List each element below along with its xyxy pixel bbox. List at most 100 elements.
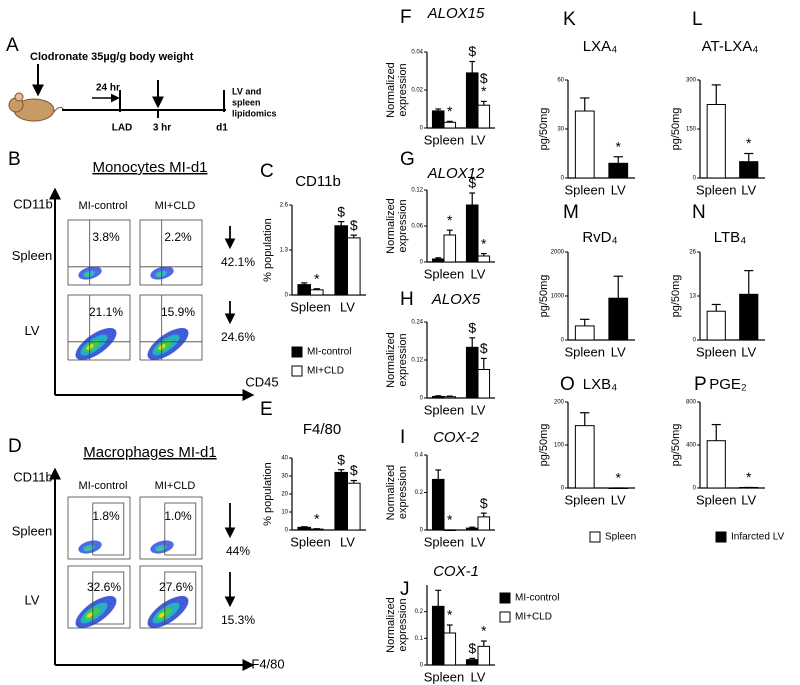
bar	[574, 325, 595, 341]
bar	[443, 234, 457, 263]
error-bar	[435, 257, 442, 259]
bar	[574, 110, 595, 179]
significance-mark: *	[481, 235, 487, 251]
y-tick-label: 0.24	[411, 320, 423, 326]
error-bar	[480, 253, 487, 256]
x-tick-label: LV	[471, 266, 486, 281]
column-header: MI-control	[79, 200, 128, 212]
change-percentage: 24.6%	[221, 330, 255, 344]
bar	[739, 161, 759, 179]
bar	[443, 396, 457, 399]
y-axis-label: pg/50mg	[670, 424, 682, 467]
row-label: LV	[25, 323, 40, 338]
y-axis-label: pg/50mg	[670, 275, 682, 318]
significance-mark: $	[468, 175, 476, 191]
y-tick-label: 0.12	[411, 358, 423, 364]
error-bar	[480, 512, 487, 517]
error-bar	[338, 469, 345, 473]
y-tick-label: 0.4	[415, 453, 424, 459]
y-axis-label: pg/50mg	[670, 108, 682, 151]
chart-title: AT-LXA₄	[702, 38, 759, 55]
x-tick-label: Spleen	[290, 299, 330, 314]
y-axis-label: Normalized	[385, 332, 397, 388]
bar	[431, 605, 445, 666]
significance-mark: $	[468, 320, 476, 336]
x-tick-label: Spleen	[424, 669, 464, 684]
y-tick-label: 0	[561, 486, 565, 492]
gate	[164, 502, 197, 556]
x-tick-label: Spleen	[424, 402, 464, 417]
x-tick-label: LV	[741, 344, 756, 359]
flow-plot: 32.6%	[67, 565, 131, 629]
bar	[310, 289, 324, 296]
gate-percentage: 21.1%	[89, 305, 123, 319]
significance-mark: $	[337, 203, 345, 219]
chart-title: ALOX12	[427, 165, 485, 182]
legend-swatch	[499, 611, 511, 623]
bar-chart: K LXA₄ pg/50mg 0 30 60 Spleen LV *	[538, 9, 635, 197]
bar	[465, 527, 479, 531]
bar	[334, 225, 349, 296]
error-bar	[446, 229, 453, 235]
y-axis-label: expression	[397, 333, 409, 386]
error-bar	[711, 423, 721, 441]
column-header: MI+CLD	[155, 200, 196, 212]
bar-chart: F ALOX15 Normalized expression 0 0.02 0.04 Sple…	[385, 5, 495, 147]
panel-letter: J	[400, 579, 410, 600]
panel-letter: G	[400, 149, 415, 170]
error-bar	[711, 303, 721, 312]
panel-letter: H	[400, 289, 414, 310]
error-bar	[580, 318, 590, 326]
bar-chart: P PGE₂ pg/50mg 0 400 800 Spleen LV * Spleen Infarc…	[589, 374, 785, 543]
y-tick-label: 0.2	[415, 609, 424, 615]
error-bar	[435, 589, 442, 607]
y-tick-label: 0.1	[415, 636, 424, 642]
y-tick-label: 0	[561, 338, 565, 344]
gate-percentage: 1.0%	[164, 509, 192, 523]
legend-label: MI+CLD	[307, 366, 344, 377]
x-tick-label: LV	[471, 132, 486, 147]
panel-letter: A	[6, 35, 19, 56]
significance-mark: *	[447, 212, 453, 228]
error-bar	[435, 395, 442, 397]
panel-title: Macrophages MI-d1	[83, 444, 216, 461]
significance-mark: *	[616, 138, 622, 154]
y-tick-label: 60	[557, 78, 564, 84]
y-tick-label: 400	[686, 443, 697, 449]
x-tick-label: LV	[741, 492, 756, 507]
outcome-label: spleen	[232, 97, 261, 107]
x-tick-label: Spleen	[424, 132, 464, 147]
bar	[477, 104, 491, 129]
bar	[297, 284, 312, 296]
significance-mark: *	[481, 623, 487, 639]
bar	[443, 632, 457, 666]
bar	[465, 72, 479, 129]
chart-title: ALOX5	[431, 291, 481, 308]
error-bar	[613, 275, 623, 299]
y-tick-label: 300	[686, 78, 697, 84]
legend-label: Spleen	[605, 532, 636, 543]
y-axis-label: % population	[262, 462, 274, 526]
row-label: LV	[25, 592, 40, 607]
significance-mark: $	[350, 217, 358, 233]
bar-chart: L AT-LXA₄ pg/50mg 0 150 300 Spleen LV *	[670, 9, 765, 197]
cell-density	[85, 547, 91, 551]
significance-mark: $	[480, 70, 488, 86]
bar	[477, 255, 491, 263]
x-tick-label: LV	[471, 534, 486, 549]
row-label: Spleen	[12, 248, 52, 263]
y-tick-label: 0	[561, 176, 565, 182]
y-axis-label: Normalized	[385, 597, 397, 653]
significance-mark: *	[447, 607, 453, 623]
error-bar	[744, 270, 754, 295]
bar	[465, 659, 479, 666]
change-percentage: 15.3%	[221, 613, 255, 627]
bar	[706, 104, 726, 179]
bar	[477, 645, 491, 666]
significance-mark: $	[480, 340, 488, 356]
cell-density	[86, 612, 94, 618]
y-axis-label: Normalized	[385, 198, 397, 254]
bar-chart: O LXB₄ pg/50mg 0 100 200 Spleen LV *	[538, 374, 635, 507]
error-bar	[350, 234, 357, 238]
